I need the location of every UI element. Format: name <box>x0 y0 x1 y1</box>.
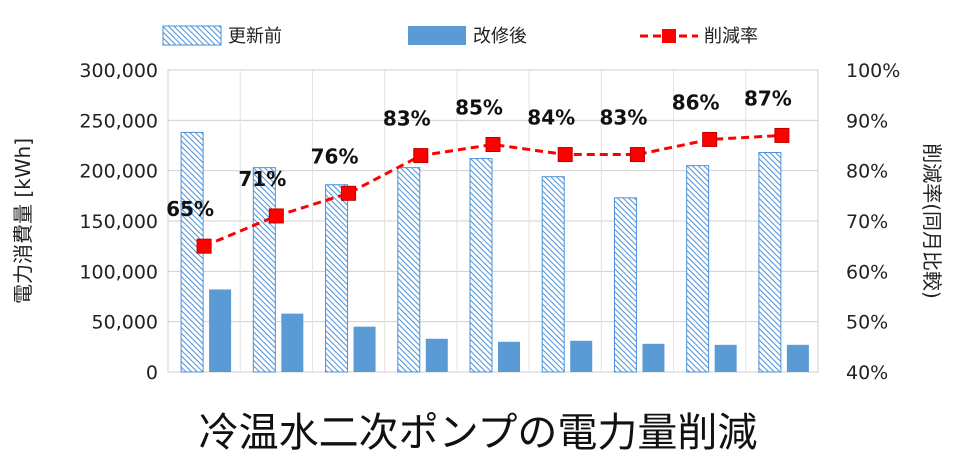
bar-after-renovation <box>642 343 665 372</box>
reduction-data-label: 86% <box>672 90 720 114</box>
y2-tick-label: 60% <box>846 261 888 283</box>
reduction-marker <box>774 127 790 143</box>
legend: 更新前 改修後 削減率 <box>162 25 758 47</box>
y-tick-label: 200,000 <box>79 161 158 183</box>
reduction-marker <box>557 147 573 163</box>
bar-before-update <box>541 176 565 373</box>
y2-tick-label: 80% <box>846 161 888 183</box>
reduction-data-label: 85% <box>455 95 503 119</box>
legend-swatch-after <box>408 26 466 45</box>
y-tick-label: 50,000 <box>92 312 158 334</box>
reduction-marker <box>629 147 645 163</box>
bar-after-renovation <box>281 313 304 372</box>
legend-label-after: 改修後 <box>473 26 527 47</box>
y-tick-label: 250,000 <box>79 110 158 132</box>
y-tick-label: 0 <box>146 362 158 384</box>
y-tick-label: 150,000 <box>79 211 158 233</box>
bar-before-update <box>325 184 349 373</box>
legend-label-reduction: 削減率 <box>704 26 758 47</box>
y-axis-title: 電力消費量 [kWh] <box>11 138 35 304</box>
bar-before-update <box>613 197 637 373</box>
reduction-data-label: 83% <box>600 106 648 130</box>
bar-after-renovation <box>714 344 737 372</box>
reduction-marker <box>485 136 501 152</box>
reduction-data-label: 76% <box>311 144 359 168</box>
bar-after-renovation <box>786 344 809 372</box>
bar-after-renovation <box>425 338 448 372</box>
y2-tick-label: 50% <box>846 312 888 334</box>
reduction-marker <box>413 148 429 164</box>
y-tick-label: 300,000 <box>79 60 158 82</box>
reduction-marker <box>268 208 284 224</box>
bar-before-update <box>397 167 421 373</box>
reduction-data-label: 83% <box>383 107 431 131</box>
bar-after-renovation <box>498 341 520 372</box>
y2-axis-title: 削減率(同月比較) <box>920 143 944 299</box>
reduction-line: 65% 71% 76% 83% 85% 84% 83% 86% 87% <box>166 86 792 254</box>
bar-after-renovation <box>570 340 593 372</box>
y-axis-right: 40% 50% 60% 70% 80% 90% 100% <box>846 60 900 384</box>
reduction-marker <box>196 238 212 254</box>
y-tick-label: 100,000 <box>79 261 158 283</box>
chart-title: 冷温水二次ポンプの電力量削減 <box>199 410 758 456</box>
bar-after-renovation <box>209 289 232 372</box>
y-axis-left: 0 50,000 100,000 150,000 200,000 250,000 300,0… <box>79 60 158 384</box>
legend-marker-reduction <box>662 29 676 43</box>
bar-before-update <box>758 152 782 373</box>
reduction-data-label: 65% <box>166 197 214 221</box>
y2-tick-label: 40% <box>846 362 888 384</box>
reduction-data-label: 84% <box>527 106 575 130</box>
y2-tick-label: 70% <box>846 211 888 233</box>
y2-tick-label: 90% <box>846 110 888 132</box>
bar-before-update <box>252 167 276 373</box>
bar-before-update <box>469 158 493 373</box>
bar-before-update <box>686 165 710 373</box>
reduction-marker <box>702 131 718 147</box>
reduction-data-label: 87% <box>744 86 792 110</box>
legend-swatch-before <box>162 25 222 46</box>
y2-tick-label: 100% <box>846 60 900 82</box>
bar-after-renovation <box>353 326 376 372</box>
reduction-marker <box>341 185 357 201</box>
reduction-data-label: 71% <box>238 167 286 191</box>
legend-label-before: 更新前 <box>228 26 282 47</box>
